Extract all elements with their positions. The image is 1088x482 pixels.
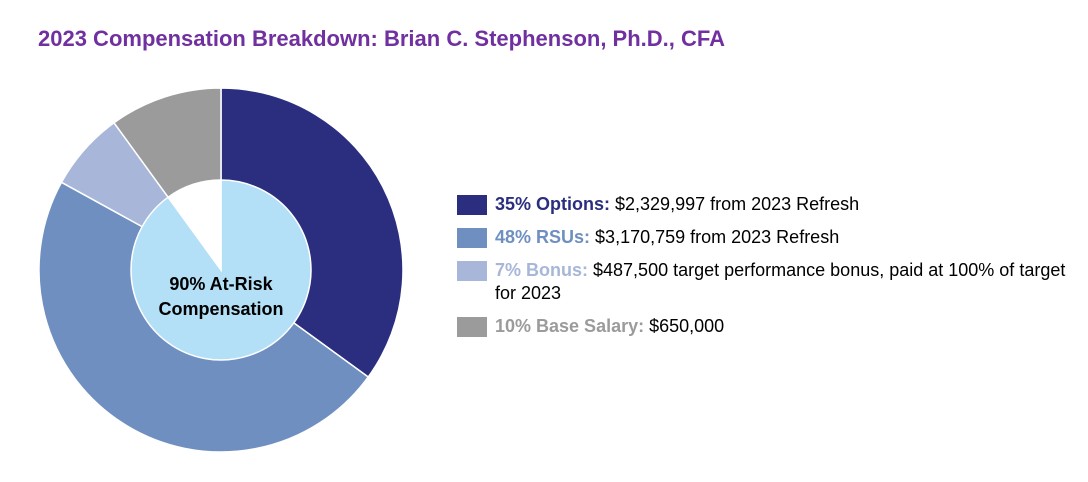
legend-label-rsus: 48% RSUs: (495, 227, 591, 247)
legend-label-options: 35% Options: (495, 194, 611, 214)
center-label: 90% At-Risk Compensation (131, 272, 311, 322)
outer-slice-options (220, 87, 404, 379)
legend-text-rsus: $3,170,759 from 2023 Refresh (590, 227, 840, 247)
legend-swatch-rsus (457, 228, 487, 248)
legend-item-options: 35% Options: $2,329,997 from 2023 Refres… (457, 193, 1067, 216)
donut-chart (38, 87, 404, 453)
center-label-line2: Compensation (158, 299, 284, 319)
legend-swatch-options (457, 195, 487, 215)
legend: 35% Options: $2,329,997 from 2023 Refres… (457, 193, 1067, 348)
center-label-line1: 90% At-Risk (169, 274, 273, 294)
legend-swatch-base-salary (457, 317, 487, 337)
legend-text-base-salary: $650,000 (644, 316, 725, 336)
legend-text-bonus: $487,500 target performance bonus, paid … (495, 260, 1066, 303)
legend-item-bonus: 7% Bonus: $487,500 target performance bo… (457, 259, 1067, 305)
legend-swatch-bonus (457, 261, 487, 281)
inner-ring (130, 179, 312, 361)
legend-label-bonus: 7% Bonus: (495, 260, 589, 280)
legend-item-base-salary: 10% Base Salary: $650,000 (457, 315, 1067, 338)
inner-slice-base-salary (167, 179, 222, 273)
legend-text-options: $2,329,997 from 2023 Refresh (610, 194, 860, 214)
legend-label-base-salary: 10% Base Salary: (495, 316, 645, 336)
legend-item-rsus: 48% RSUs: $3,170,759 from 2023 Refresh (457, 226, 1067, 249)
chart-title: 2023 Compensation Breakdown: Brian C. St… (38, 26, 726, 51)
